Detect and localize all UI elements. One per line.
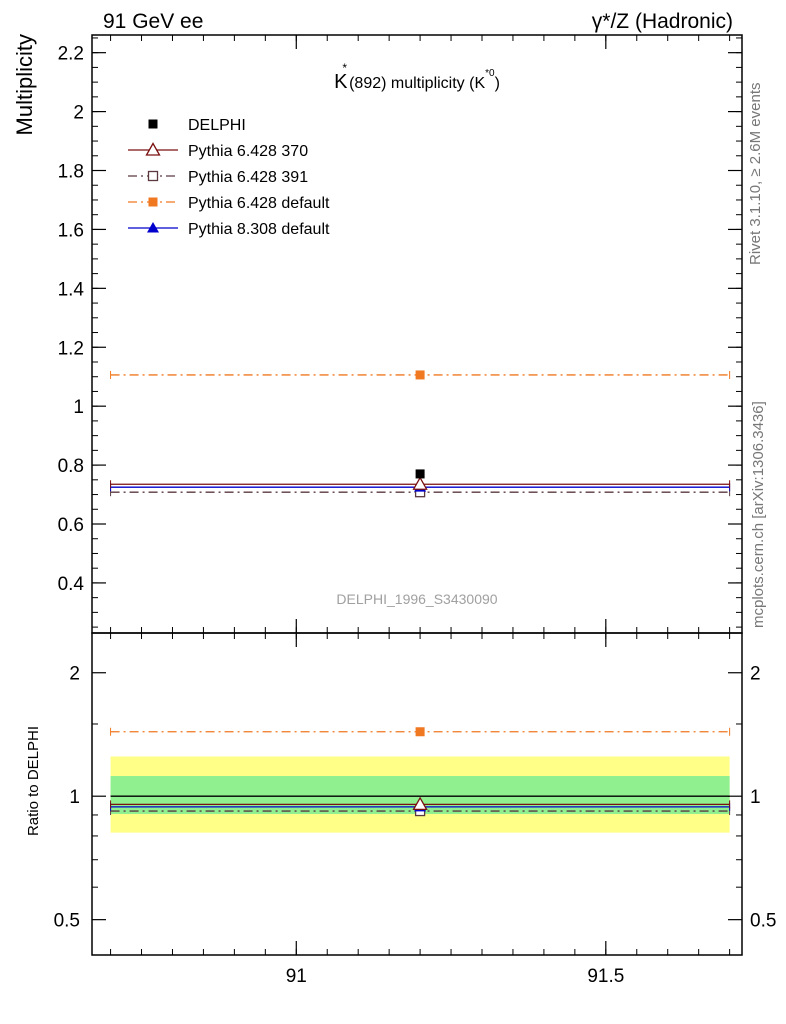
ratio-y-axis-label: Ratio to DELPHI [25, 726, 42, 836]
legend-label-delphi: DELPHI [188, 117, 246, 134]
main-plot-panel: 0.4 0.6 0.8 1 1.2 1.4 1.6 1.8 2 2.2 [58, 34, 743, 634]
main-y-tick-label: 0.6 [58, 515, 84, 536]
ratio-plot-frame [91, 632, 743, 956]
ratio-y-tick-label-left: 1 [69, 787, 80, 808]
legend: DELPHI Pythia 6.428 370 Pythia 6.428 391 Py… [128, 117, 330, 238]
ratio-point-pythia-6-428-370 [412, 796, 428, 811]
legend-label-pythia-6-428-391: Pythia 6.428 391 [188, 169, 308, 186]
main-y-tick-label: 1.6 [58, 220, 84, 241]
legend-label-pythia-6-428-default: Pythia 6.428 default [188, 195, 330, 212]
main-plot-title: K*(892) multiplicity (K*0) [334, 61, 500, 93]
main-point-pythia-6-428-370 [412, 476, 428, 490]
main-point-pythia-6-428-default [415, 370, 425, 380]
legend-marker-delphi [148, 119, 158, 129]
ratio-y-tick-label-left: 0.5 [54, 911, 80, 932]
mcplots-label: mcplots.cern.ch [arXiv:1306.3436] [750, 401, 767, 628]
x-tick-label: 91.5 [587, 966, 624, 987]
ratio-y-tick-label-right: 2 [750, 664, 761, 685]
ratio-y-tick-label-right: 1 [750, 787, 761, 808]
main-y-tick-label: 1.2 [58, 338, 84, 359]
main-y-tick-label: 0.8 [58, 456, 84, 477]
legend-marker-pythia-6-428-391 [147, 170, 159, 182]
legend-marker-pythia-6-428-370 [145, 142, 161, 156]
header-left: 91 GeV ee [103, 10, 203, 33]
legend-label-pythia-8-308-default: Pythia 8.308 default [188, 221, 330, 238]
legend-label-pythia-6-428-370: Pythia 6.428 370 [188, 143, 308, 160]
legend-marker-pythia-6-428-default [148, 197, 158, 207]
main-y-tick-label: 1 [73, 397, 84, 418]
header-right: γ*/Z (Hadronic) [592, 10, 733, 33]
main-point-delphi [415, 469, 425, 479]
main-y-tick-label: 2.2 [58, 44, 84, 65]
main-y-axis-label: Multiplicity [12, 34, 37, 135]
analysis-watermark: DELPHI_1996_S3430090 [336, 591, 497, 607]
main-y-tick-label: 0.4 [58, 574, 85, 595]
ratio-y-tick-label-right: 0.5 [750, 911, 776, 932]
x-tick-label: 91 [286, 966, 307, 987]
rivet-label: Rivet 3.1.10, ≥ 2.6M events [747, 83, 764, 266]
ratio-plot-panel: 0.5 0.5 1 1 2 2 91 91.5 [54, 632, 776, 987]
main-y-tick-label: 1.8 [58, 162, 84, 183]
main-y-tick-label: 2 [73, 103, 84, 124]
ratio-y-tick-label-left: 2 [69, 664, 80, 685]
main-y-tick-label: 1.4 [58, 279, 85, 300]
ratio-point-pythia-6-428-default [415, 727, 425, 737]
legend-marker-pythia-8-308-default [147, 222, 159, 233]
